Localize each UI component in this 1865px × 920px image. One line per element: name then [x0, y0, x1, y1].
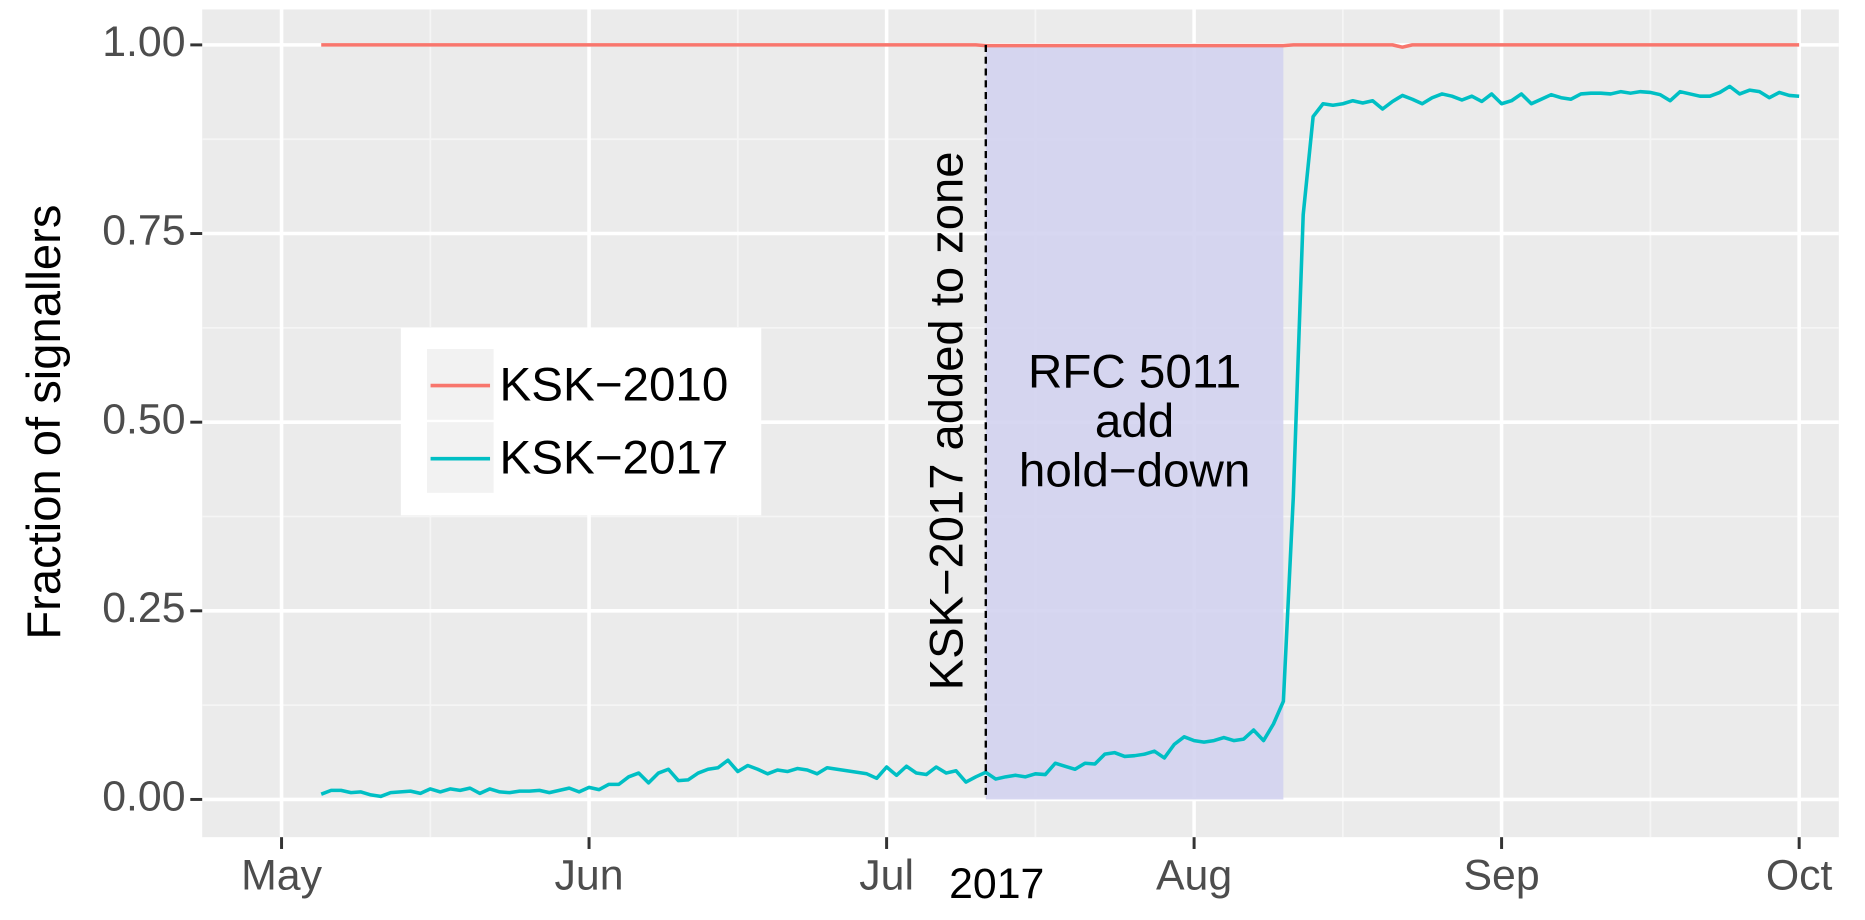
series-line [320, 84, 1800, 799]
series-line [321, 43, 1800, 49]
x-tick-label: Oct [1766, 852, 1833, 900]
legend-label: KSK−2017 [500, 432, 729, 485]
shaded-region [985, 44, 1284, 800]
shade-annotation: add [1095, 395, 1174, 448]
y-tick-label: 1.00 [102, 18, 185, 66]
x-tick-label: Aug [1156, 852, 1232, 900]
x-tick-label: Jun [555, 852, 624, 900]
x-tick-label: Sep [1464, 852, 1540, 900]
x-tick-label: Jul [859, 852, 914, 900]
x-axis-year: 2017 [949, 860, 1044, 908]
y-tick-label: 0.50 [102, 396, 185, 444]
legend: KSK−2010 KSK−2017 [400, 327, 762, 516]
y-axis-title: Fraction of signallers [18, 205, 71, 640]
legend-label: KSK−2010 [500, 359, 729, 412]
vline-annotation: KSK−2017 added to zone [921, 152, 974, 691]
y-tick-label: 0.00 [102, 773, 185, 821]
y-tick-label: 0.75 [102, 207, 185, 255]
y-tick-label: 0.25 [102, 584, 185, 632]
shade-annotation: RFC 5011 [1028, 346, 1241, 399]
x-tick-label: May [241, 852, 323, 900]
shade-annotation: hold−down [1019, 445, 1250, 498]
